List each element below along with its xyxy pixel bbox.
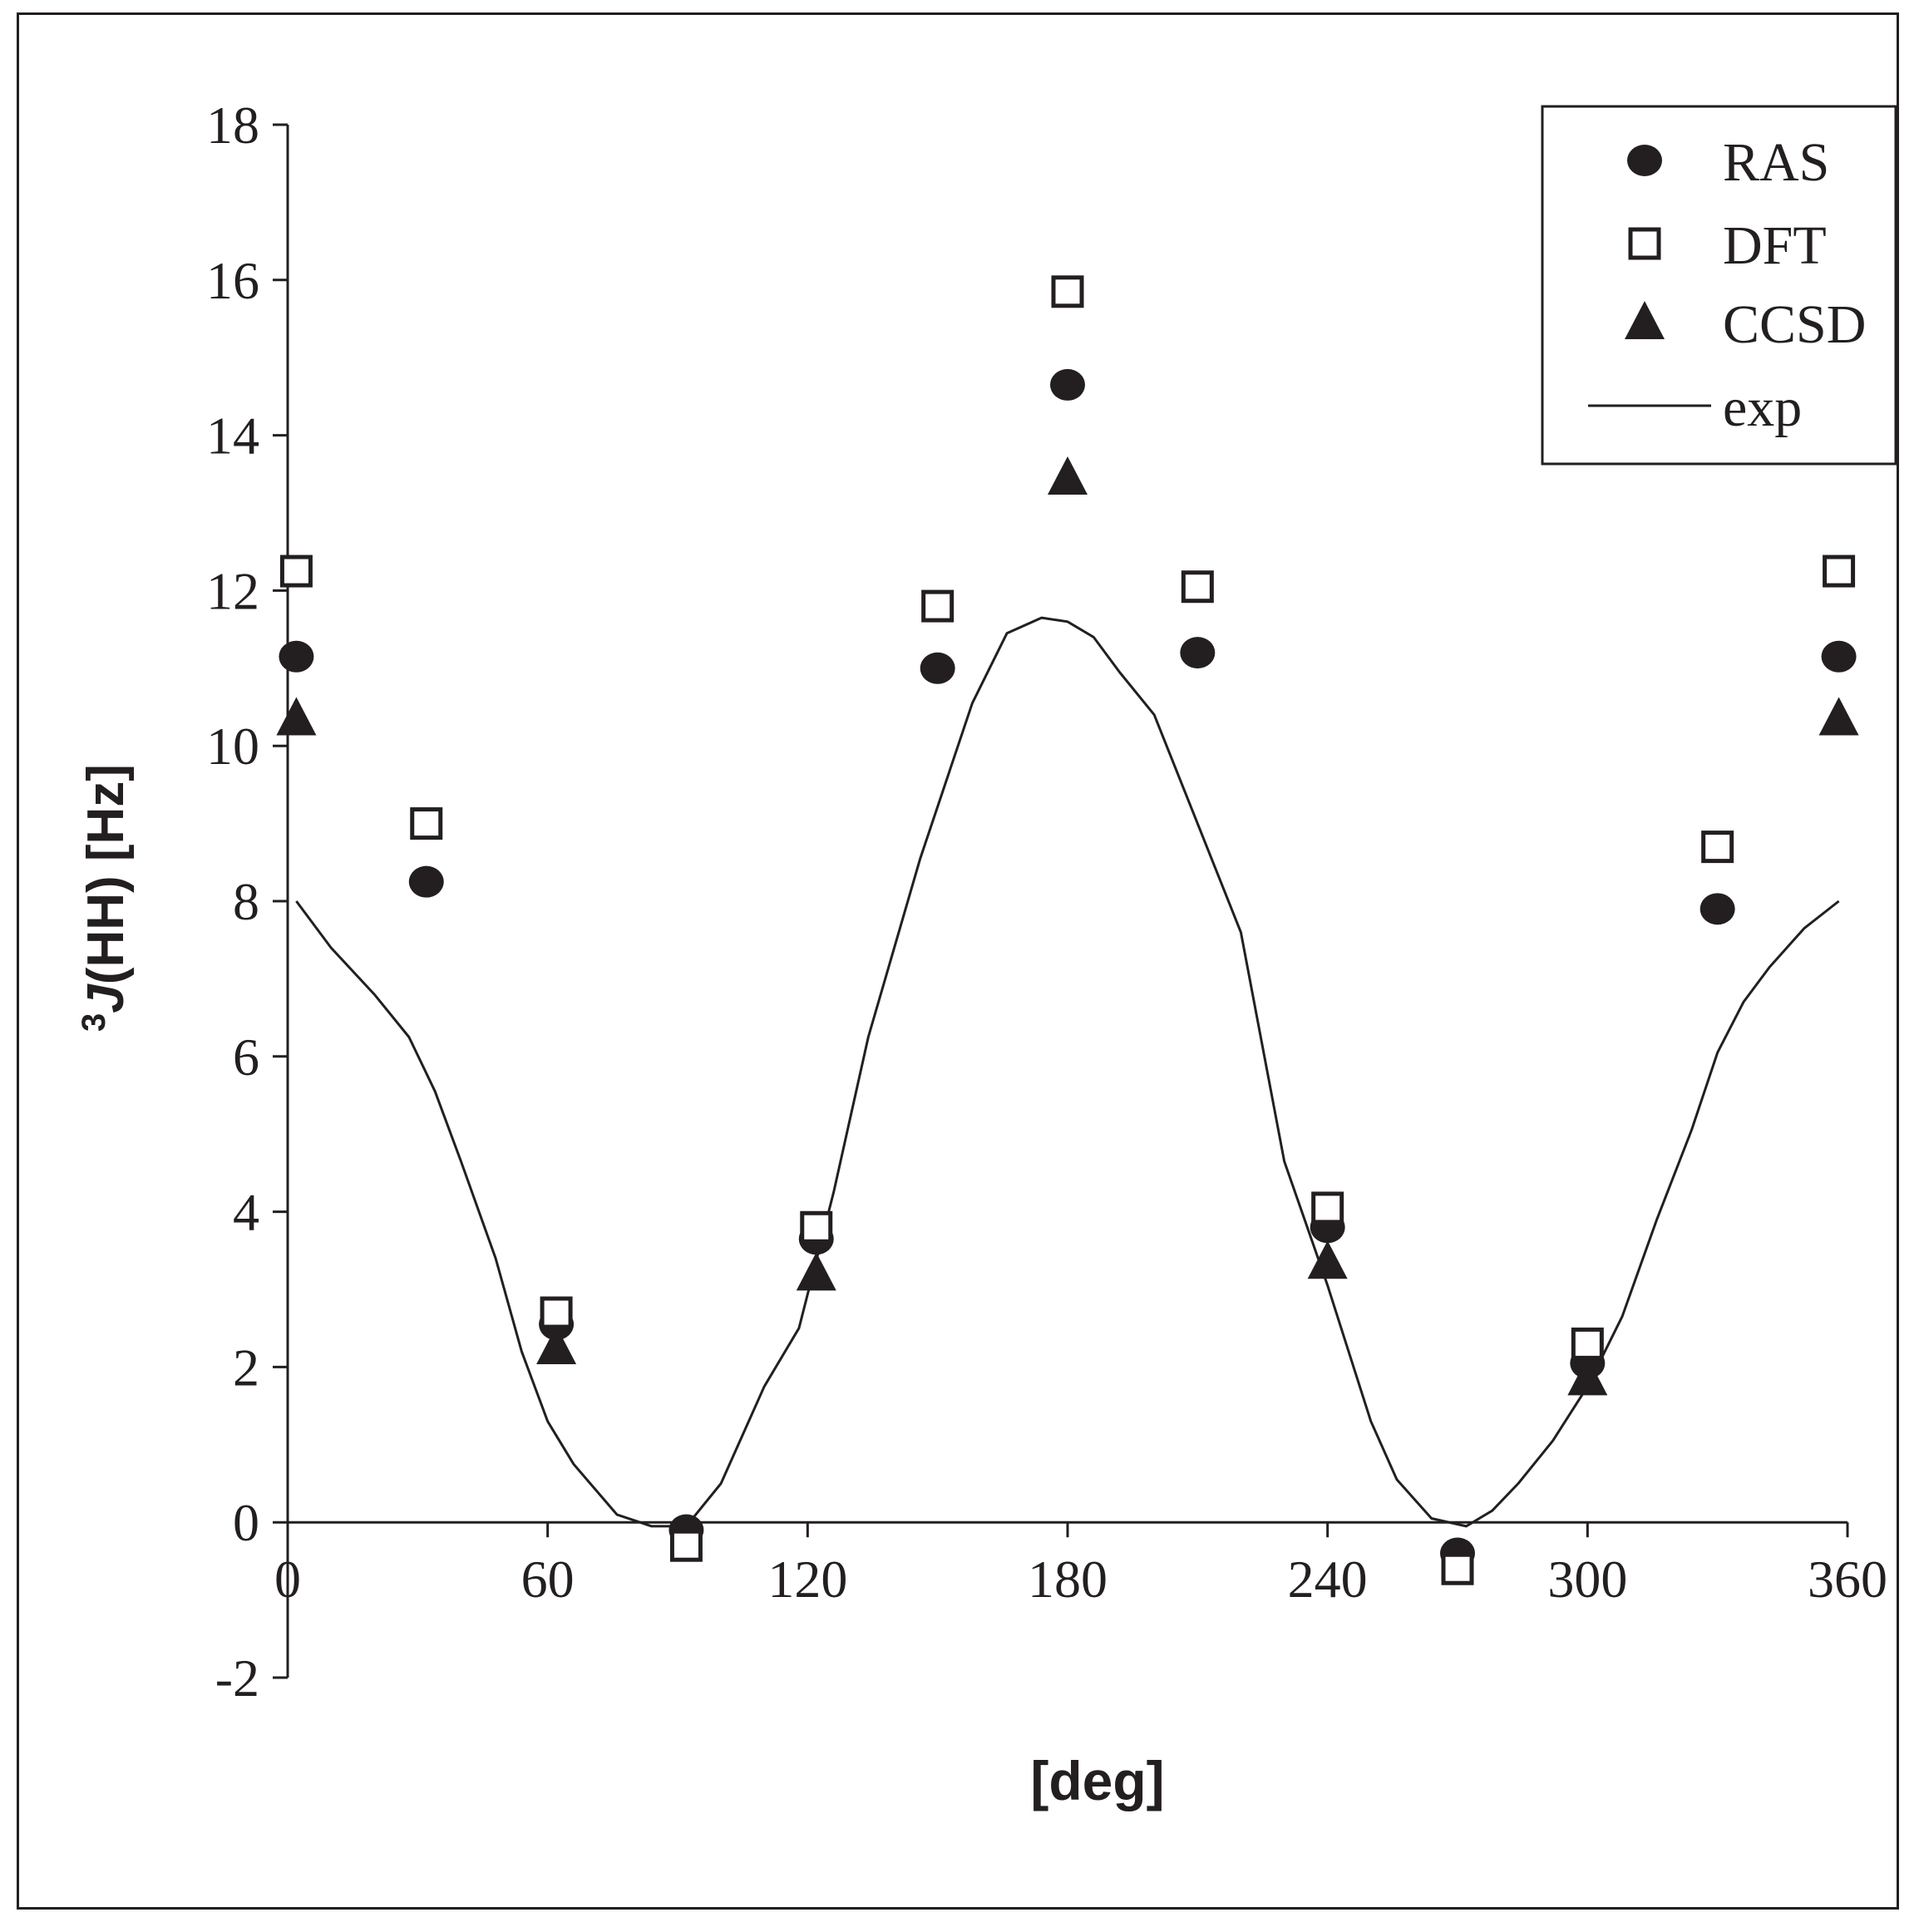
legend-box	[1541, 105, 1897, 466]
y-tick-label: 14	[206, 407, 259, 466]
ccsd-point	[1818, 697, 1859, 736]
exp-line	[295, 616, 1840, 1528]
ras-point	[920, 652, 955, 684]
x-axis-ticks: 0 60 120 180 240 300 360	[274, 1522, 1887, 1609]
legend-label: DFT	[1723, 215, 1827, 276]
legend-item-exp: exp	[1588, 377, 1802, 438]
dft-point	[669, 1529, 703, 1562]
legend-marker	[1627, 145, 1662, 176]
legend-label: exp	[1723, 377, 1802, 438]
legend-item-ras: RAS	[1627, 132, 1829, 193]
x-tick-label: 60	[521, 1550, 575, 1609]
legend-label: RAS	[1723, 132, 1829, 193]
y-label-superscript: 3	[76, 1013, 112, 1032]
y-label-rest: (HH) [Hz]	[77, 764, 135, 984]
x-tick-label: 240	[1288, 1550, 1368, 1609]
y-tick-label: 0	[233, 1493, 259, 1552]
dft-point	[1441, 1552, 1474, 1585]
legend-label: CCSD	[1723, 294, 1866, 355]
dft-point	[410, 807, 443, 840]
ccsd-point	[276, 697, 317, 736]
legend-marker	[1625, 301, 1665, 339]
y-tick-label: 16	[206, 251, 259, 310]
dft-point	[1181, 570, 1214, 604]
y-tick-label: 10	[206, 717, 259, 776]
ccsd-point	[796, 1252, 836, 1291]
chart-frame	[17, 12, 1899, 1910]
y-tick-label: 12	[206, 561, 259, 620]
x-tick-label: 120	[767, 1550, 847, 1609]
series-exp	[295, 616, 1840, 1528]
legend-item-ccsd: CCSD	[1625, 294, 1866, 355]
y-axis-ticks: -2 0 2 4 6 8 10 12 14 16 18	[206, 96, 288, 1708]
x-tick-label: 180	[1028, 1550, 1107, 1609]
ras-point	[1050, 368, 1085, 401]
y-tick-label: 2	[233, 1338, 259, 1397]
dft-point	[540, 1296, 573, 1329]
series-ccsd	[276, 456, 1859, 1396]
series-ras	[279, 368, 1857, 1570]
y-tick-label: 8	[233, 872, 259, 931]
dft-point	[279, 554, 313, 588]
y-tick-label: -2	[215, 1649, 259, 1708]
series-dft	[279, 275, 1856, 1585]
dft-point	[1051, 275, 1084, 308]
x-tick-label: 0	[274, 1550, 301, 1609]
ccsd-point	[536, 1326, 577, 1365]
legend-item-dft: DFT	[1628, 215, 1827, 276]
y-label-italic-j: J	[77, 983, 135, 1013]
y-tick-label: 18	[206, 96, 259, 155]
legend-marker	[1628, 227, 1661, 260]
ras-point	[408, 865, 444, 898]
dft-point	[1571, 1327, 1604, 1360]
ras-point	[1821, 640, 1857, 673]
dft-point	[1701, 830, 1734, 864]
legend: RAS DFT CCSD exp	[1541, 105, 1897, 466]
plot-area	[276, 275, 1859, 1585]
ccsd-point	[1307, 1240, 1348, 1279]
y-axis-label: 3J(HH) [Hz]	[76, 764, 135, 1032]
y-tick-label: 6	[233, 1028, 259, 1087]
ccsd-point	[1567, 1357, 1608, 1396]
ras-point	[1180, 637, 1216, 669]
ras-point	[1699, 893, 1735, 925]
x-tick-label: 300	[1547, 1550, 1627, 1609]
dft-point	[921, 589, 955, 623]
ras-point	[279, 640, 314, 673]
x-axis-label: [deg]	[1030, 1750, 1164, 1811]
dft-point	[1311, 1191, 1344, 1225]
x-tick-label: 360	[1808, 1550, 1887, 1609]
dft-point	[800, 1210, 833, 1244]
dft-point	[1823, 554, 1856, 588]
ccsd-point	[1048, 456, 1088, 495]
y-tick-label: 4	[233, 1183, 259, 1242]
